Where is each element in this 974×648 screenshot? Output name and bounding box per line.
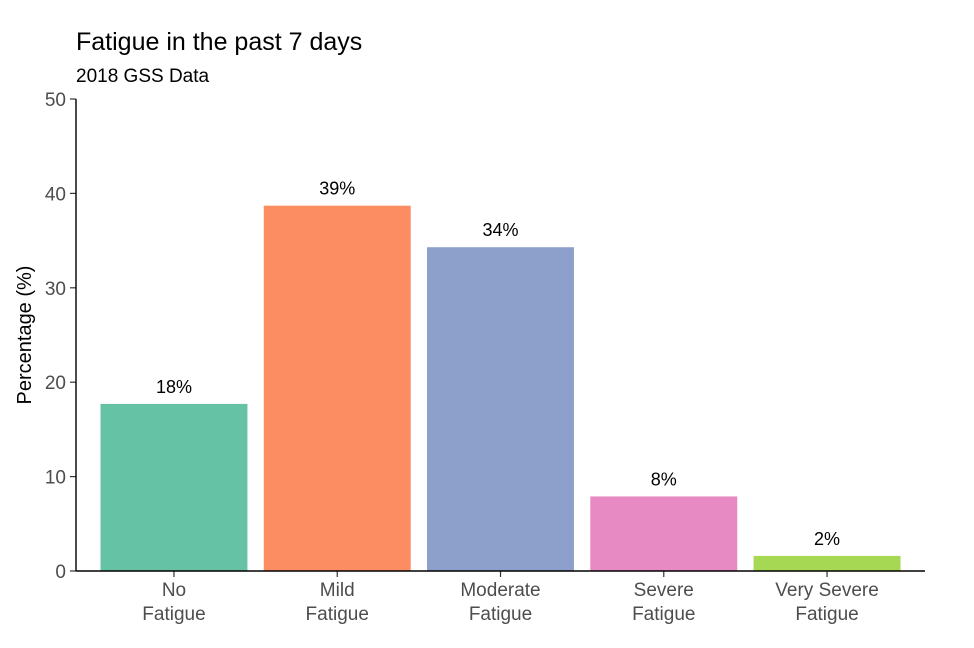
bar — [753, 555, 901, 571]
y-axis-title: Percentage (%) — [14, 266, 36, 405]
bar — [590, 496, 738, 571]
bar-data-label: 8% — [651, 469, 677, 489]
y-tick-label: 20 — [45, 373, 66, 394]
x-tick-label: Moderate — [460, 580, 540, 601]
chart-title: Fatigue in the past 7 days — [76, 28, 362, 56]
plot-area: 18% No Fatigue 39% Mild Fatigue 34% Moderate Fat… — [45, 90, 925, 625]
y-tick-label: 40 — [45, 184, 66, 205]
y-tick-label: 10 — [45, 468, 66, 489]
bar-data-label: 2% — [814, 529, 840, 549]
y-tick-label: 0 — [55, 562, 66, 583]
x-tick-label: Severe — [634, 580, 694, 601]
bar — [263, 205, 411, 571]
x-tick-label: Mild — [320, 580, 355, 601]
bar — [427, 247, 574, 571]
x-tick-label: Very Severe — [775, 580, 879, 601]
bar-data-label: 34% — [482, 220, 518, 240]
x-tick-label: Fatigue — [469, 604, 532, 625]
x-tick-label: Fatigue — [306, 604, 369, 625]
x-tick-label: No — [162, 580, 186, 601]
x-tick-label: Fatigue — [795, 604, 858, 625]
y-tick-label: 30 — [45, 279, 66, 300]
bar — [100, 403, 248, 571]
bar-data-label: 39% — [319, 179, 355, 199]
x-tick-label: Fatigue — [142, 604, 205, 625]
bar-data-label: 18% — [156, 377, 192, 397]
x-tick-label: Fatigue — [632, 604, 695, 625]
chart-subtitle: 2018 GSS Data — [76, 66, 210, 87]
y-tick-label: 50 — [45, 90, 66, 111]
